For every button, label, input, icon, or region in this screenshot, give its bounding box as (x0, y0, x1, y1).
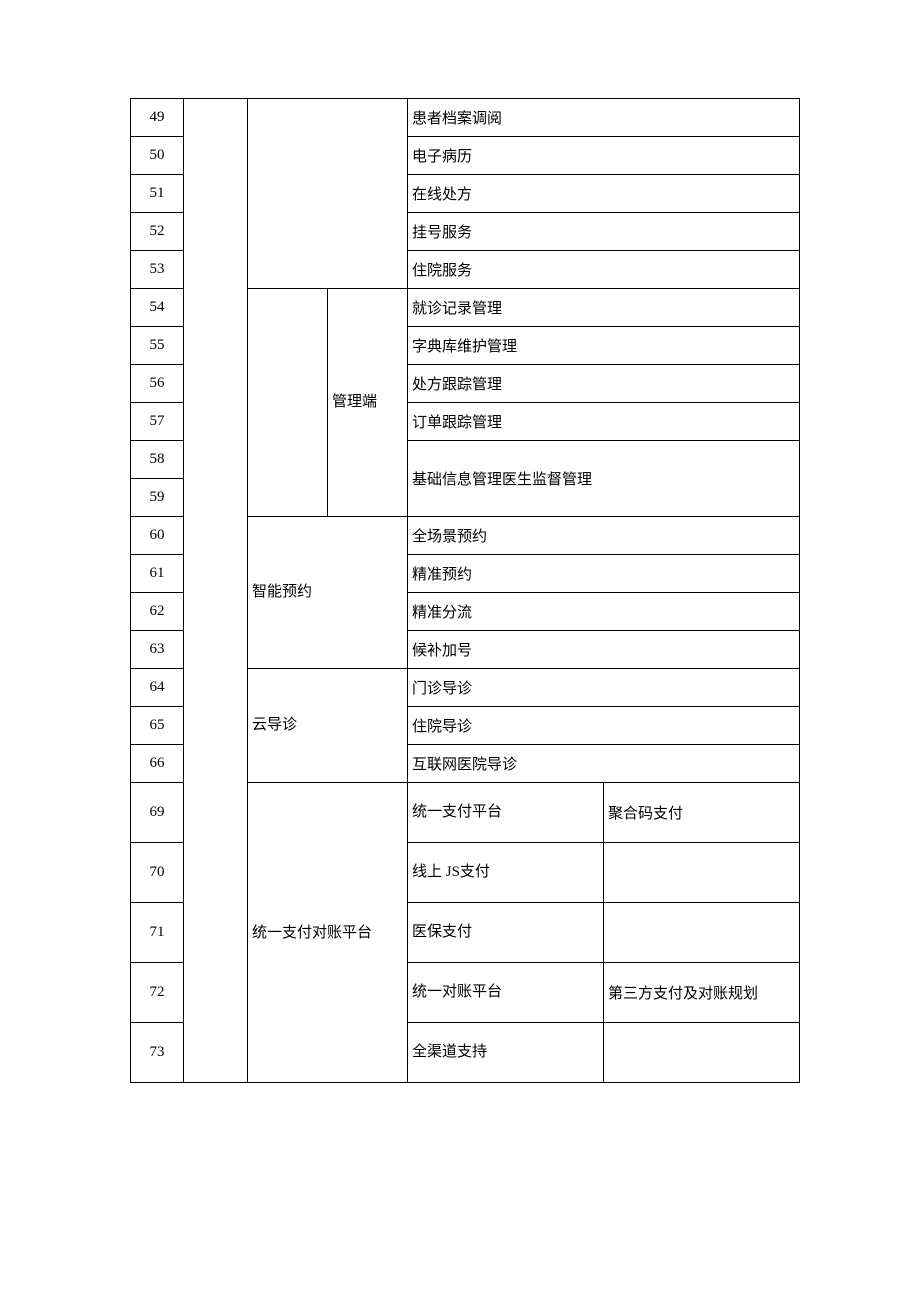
subcategory-cell: 统一对账平台 (408, 963, 604, 1023)
row-number: 73 (131, 1023, 184, 1083)
description-cell: 基础信息管理医生监督管理 (408, 441, 800, 517)
description-cell: 精准预约 (408, 555, 800, 593)
row-number: 54 (131, 289, 184, 327)
sub-category-empty (248, 289, 328, 517)
subcategory-cell: 医保支付 (408, 903, 604, 963)
row-number: 53 (131, 251, 184, 289)
table-row: 49 患者档案调阅 (131, 99, 800, 137)
row-number: 61 (131, 555, 184, 593)
empty-column (184, 99, 248, 1083)
row-number: 56 (131, 365, 184, 403)
description-cell: 候补加号 (408, 631, 800, 669)
row-number: 55 (131, 327, 184, 365)
row-number: 66 (131, 745, 184, 783)
description-cell: 精准分流 (408, 593, 800, 631)
description-cell: 互联网医院导诊 (408, 745, 800, 783)
row-number: 70 (131, 843, 184, 903)
description-cell: 在线处方 (408, 175, 800, 213)
row-number: 51 (131, 175, 184, 213)
table-container: 49 患者档案调阅 50 电子病历 51 在线处方 52 挂号服务 (130, 98, 800, 1083)
category-cloud-guide: 云导诊 (248, 669, 408, 783)
row-number: 64 (131, 669, 184, 707)
row-number: 49 (131, 99, 184, 137)
row-number: 50 (131, 137, 184, 175)
description-cell: 住院导诊 (408, 707, 800, 745)
description-cell (604, 903, 800, 963)
row-number: 63 (131, 631, 184, 669)
description-cell: 处方跟踪管理 (408, 365, 800, 403)
row-number: 52 (131, 213, 184, 251)
row-number: 69 (131, 783, 184, 843)
description-cell: 挂号服务 (408, 213, 800, 251)
description-cell: 电子病历 (408, 137, 800, 175)
row-number: 57 (131, 403, 184, 441)
category-management: 管理端 (328, 289, 408, 517)
description-cell: 订单跟踪管理 (408, 403, 800, 441)
description-cell: 门诊导诊 (408, 669, 800, 707)
data-table: 49 患者档案调阅 50 电子病历 51 在线处方 52 挂号服务 (130, 98, 800, 1083)
row-number: 60 (131, 517, 184, 555)
description-cell: 第三方支付及对账规划 (604, 963, 800, 1023)
subcategory-cell: 线上 JS支付 (408, 843, 604, 903)
row-number: 62 (131, 593, 184, 631)
row-number: 65 (131, 707, 184, 745)
subcategory-cell: 统一支付平台 (408, 783, 604, 843)
row-number: 71 (131, 903, 184, 963)
subcategory-cell: 全渠道支持 (408, 1023, 604, 1083)
description-cell: 就诊记录管理 (408, 289, 800, 327)
row-number: 59 (131, 479, 184, 517)
description-cell (604, 1023, 800, 1083)
category-smart-booking: 智能预约 (248, 517, 408, 669)
description-cell: 聚合码支付 (604, 783, 800, 843)
row-number: 58 (131, 441, 184, 479)
description-cell: 患者档案调阅 (408, 99, 800, 137)
description-cell (604, 843, 800, 903)
description-cell: 全场景预约 (408, 517, 800, 555)
category-cell (248, 99, 408, 289)
description-cell: 住院服务 (408, 251, 800, 289)
description-cell: 字典库维护管理 (408, 327, 800, 365)
category-payment: 统一支付对账平台 (248, 783, 408, 1083)
row-number: 72 (131, 963, 184, 1023)
